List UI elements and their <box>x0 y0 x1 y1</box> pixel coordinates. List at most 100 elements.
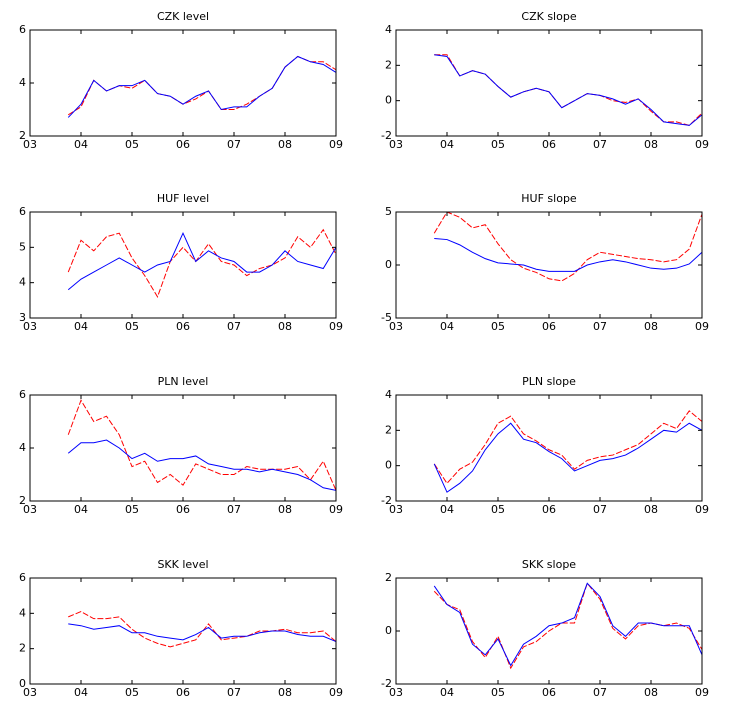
x-tick-label: 06 <box>542 138 556 151</box>
y-tick-label: 0 <box>385 94 392 107</box>
y-tick-label: 2 <box>19 642 26 655</box>
plot-area <box>30 30 336 136</box>
y-tick-label: 0 <box>385 258 392 271</box>
x-tick-label: 05 <box>491 503 505 516</box>
x-tick-label: 05 <box>491 320 505 333</box>
x-tick-label: 05 <box>125 686 139 699</box>
x-tick-label: 06 <box>542 503 556 516</box>
x-tick-label: 06 <box>176 503 190 516</box>
x-tick-label: 07 <box>227 686 241 699</box>
x-tick-label: 03 <box>389 320 403 333</box>
x-tick-label: 06 <box>542 686 556 699</box>
x-tick-label: 03 <box>23 503 37 516</box>
series-line <box>433 410 703 485</box>
y-tick-label: 4 <box>19 606 26 619</box>
x-tick-label: 09 <box>329 503 343 516</box>
y-tick-label: 0 <box>19 677 26 690</box>
x-tick-label: 04 <box>440 138 454 151</box>
x-tick-label: 04 <box>74 138 88 151</box>
series-line <box>68 611 337 648</box>
y-tick-label: 6 <box>19 388 26 401</box>
x-tick-label: 05 <box>491 686 505 699</box>
y-tick-label: 0 <box>385 459 392 472</box>
y-tick-label: -5 <box>381 311 392 324</box>
plot-area <box>396 212 702 318</box>
x-tick-label: 04 <box>440 686 454 699</box>
x-tick-label: 08 <box>278 686 292 699</box>
x-tick-label: 07 <box>227 503 241 516</box>
y-tick-label: 2 <box>385 423 392 436</box>
plot-area <box>396 395 702 501</box>
series-line <box>67 231 337 291</box>
x-tick-label: 07 <box>593 138 607 151</box>
x-tick-label: 07 <box>593 503 607 516</box>
x-tick-label: 09 <box>329 138 343 151</box>
plot-area <box>396 30 702 136</box>
y-tick-label: 4 <box>385 23 392 36</box>
series-line <box>433 582 703 667</box>
y-tick-label: 4 <box>385 388 392 401</box>
y-tick-label: 6 <box>19 205 26 218</box>
x-tick-label: 09 <box>695 138 709 151</box>
y-tick-label: 3 <box>19 311 26 324</box>
x-tick-label: 03 <box>389 686 403 699</box>
x-tick-label: 08 <box>644 503 658 516</box>
x-tick-label: 04 <box>74 686 88 699</box>
chart-title: CZK slope <box>521 10 576 23</box>
series-line <box>433 211 703 282</box>
y-tick-label: -2 <box>381 494 392 507</box>
x-tick-label: 09 <box>329 686 343 699</box>
x-tick-label: 09 <box>695 320 709 333</box>
y-tick-label: -2 <box>381 677 392 690</box>
chart-title: PLN level <box>158 375 209 388</box>
y-tick-label: 6 <box>19 23 26 36</box>
x-tick-label: 08 <box>644 138 658 151</box>
series-line <box>434 54 703 126</box>
x-tick-label: 07 <box>227 320 241 333</box>
x-tick-label: 06 <box>542 320 556 333</box>
x-tick-label: 03 <box>23 686 37 699</box>
y-tick-label: 2 <box>385 571 392 584</box>
chart-title: HUF level <box>157 192 209 205</box>
x-tick-label: 07 <box>593 686 607 699</box>
y-tick-label: 2 <box>385 58 392 71</box>
y-tick-label: 5 <box>385 205 392 218</box>
x-tick-label: 03 <box>23 320 37 333</box>
series-line <box>68 623 337 643</box>
x-tick-label: 09 <box>695 686 709 699</box>
x-tick-label: 04 <box>74 320 88 333</box>
chart-title: SKK slope <box>522 558 576 571</box>
x-tick-label: 03 <box>389 503 403 516</box>
x-tick-label: 03 <box>389 138 403 151</box>
plot-area <box>30 212 336 318</box>
series-line <box>67 439 337 491</box>
x-tick-label: 08 <box>644 686 658 699</box>
x-tick-label: 09 <box>329 320 343 333</box>
chart-title: HUF slope <box>521 192 577 205</box>
plot-area <box>30 395 336 501</box>
series-line <box>67 55 337 118</box>
x-tick-label: 05 <box>125 320 139 333</box>
x-tick-label: 09 <box>695 503 709 516</box>
y-tick-label: 2 <box>19 129 26 142</box>
x-tick-label: 08 <box>644 320 658 333</box>
series-line <box>433 422 703 493</box>
y-tick-label: -2 <box>381 129 392 142</box>
chart-title: PLN slope <box>522 375 576 388</box>
x-tick-label: 08 <box>278 320 292 333</box>
x-tick-label: 08 <box>278 503 292 516</box>
x-tick-label: 04 <box>440 503 454 516</box>
y-tick-label: 4 <box>19 276 26 289</box>
x-tick-label: 06 <box>176 138 190 151</box>
series-line <box>434 238 703 272</box>
y-tick-label: 2 <box>19 494 26 507</box>
x-tick-label: 05 <box>125 138 139 151</box>
y-tick-label: 4 <box>19 76 26 89</box>
x-tick-label: 06 <box>176 686 190 699</box>
x-tick-label: 05 <box>491 138 505 151</box>
x-tick-label: 05 <box>125 503 139 516</box>
chart-title: SKK level <box>157 558 208 571</box>
y-tick-label: 0 <box>385 624 392 637</box>
y-tick-label: 6 <box>19 571 26 584</box>
